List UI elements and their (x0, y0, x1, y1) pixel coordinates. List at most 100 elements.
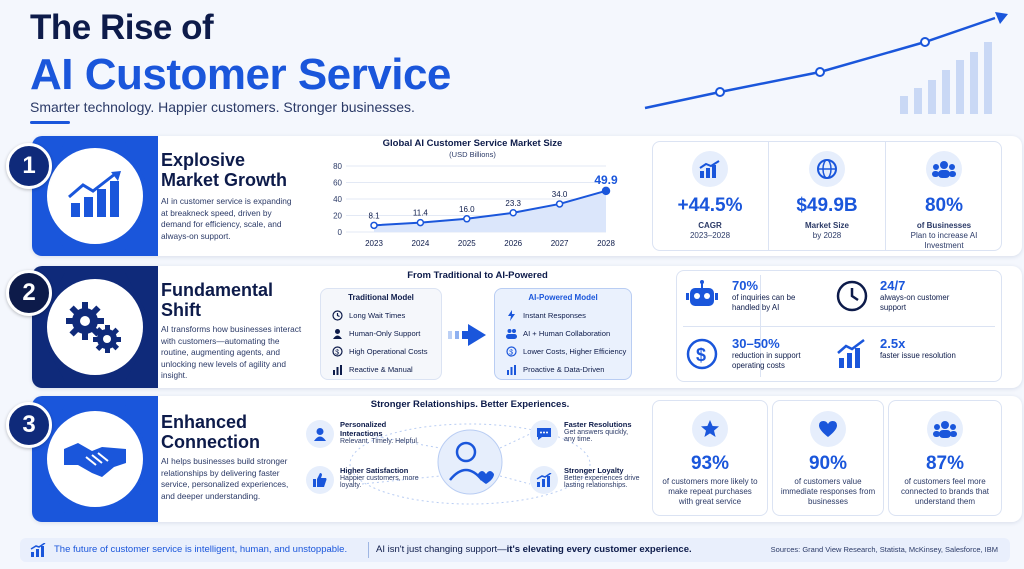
list-item: Proactive & Data-Driven (505, 360, 631, 378)
series-area (374, 190, 606, 232)
stat-value: 90% (808, 453, 848, 474)
stat-text: always-on customer support (880, 293, 950, 312)
y-tick-label: 20 (333, 212, 342, 221)
benefit-title: Faster Resolutions (564, 420, 632, 429)
stat-repeat-purchases: 93% of customers more likely to make rep… (652, 400, 768, 516)
section2-description: AI transforms how businesses interact wi… (161, 324, 302, 380)
section1-title-line2: Market Growth (161, 170, 288, 190)
stat-always-on: 24/7 always-on customer support (836, 276, 1000, 324)
globe-icon (809, 151, 845, 187)
list-item: Instant Responses (505, 306, 631, 324)
stat-label: CAGR (698, 221, 722, 230)
growth-chart-icon (530, 466, 558, 494)
benefit-title: Stronger Loyalty (564, 466, 624, 475)
x-tick-label: 2026 (504, 239, 522, 248)
stat-sublabel: Plan to increase AI Investment (910, 231, 978, 250)
stat-value: $49.9B (796, 195, 858, 216)
market-size-chart: 0 20 40 60 80 8.1 2023 11.4 2024 16.0 2025 23.3 2026… (333, 162, 618, 248)
star-icon (692, 411, 728, 447)
bar-chart-icon (331, 363, 343, 375)
divider (683, 326, 995, 327)
traditional-title: Traditional Model (348, 293, 414, 302)
stat-connected-brands: 87% of customers feel more connected to … (888, 400, 1002, 516)
data-label: 16.0 (459, 205, 475, 214)
growth-chart-icon (837, 339, 865, 368)
footer-sources: Sources: Grand View Research, Statista, … (770, 545, 998, 554)
chart-subtitle: (USD Billions) (449, 150, 496, 159)
svg-text:$: $ (509, 349, 513, 356)
handshake-icon (64, 443, 126, 477)
stat-immediate-responses: 90% of customers value immediate respons… (772, 400, 884, 516)
user-icon (331, 327, 343, 339)
y-tick-label: 80 (333, 162, 342, 171)
robot-icon (686, 280, 718, 306)
stat-value: 93% (690, 453, 730, 474)
stat-sublabel: 2023–2028 (689, 231, 731, 240)
section3-title-line2: Connection (161, 432, 260, 452)
chat-icon (530, 420, 558, 448)
gears-icon (66, 302, 121, 353)
section3-description: AI helps businesses build stronger relat… (161, 456, 289, 501)
dollar-icon: $ (331, 345, 343, 357)
list-item: Human-Only Support (331, 324, 441, 342)
stat-text: of customers value immediate responses f… (780, 477, 876, 506)
stat-cost-reduction: $ 30–50% reduction in support operating … (686, 334, 836, 382)
y-tick-label: 40 (333, 195, 342, 204)
growth-chart-icon (30, 543, 46, 557)
dollar-icon: $ (505, 345, 517, 357)
people-icon (505, 327, 517, 339)
stat-label: of Businesses (916, 221, 972, 230)
people-icon (926, 151, 962, 187)
benefit-loyalty: Stronger Loyalty Better experiences driv… (530, 466, 642, 494)
list-item-label: High Operational Costs (349, 346, 428, 356)
stat-value: 24/7 (880, 278, 906, 293)
section3-hexagon (36, 403, 154, 515)
stat-text: of inquiries can be handled by AI (732, 293, 796, 312)
list-item: $ High Operational Costs (331, 342, 441, 360)
x-tick-label: 2025 (458, 239, 476, 248)
list-item: Reactive & Manual (331, 360, 441, 378)
bar-chart-icon (505, 363, 517, 375)
thumbs-up-icon (306, 466, 334, 494)
stat-sublabel: by 2028 (812, 231, 842, 240)
footer-tagline: The future of customer service is intell… (54, 544, 348, 555)
section1-hexagon (36, 140, 154, 252)
benefit-text: Relevant. Timely. Helpful. (340, 438, 419, 445)
x-tick-label: 2027 (551, 239, 569, 248)
list-item-label: Human-Only Support (349, 328, 421, 338)
stat-value: 80% (924, 195, 964, 216)
benefit-title: Higher Satisfaction (340, 466, 409, 475)
data-point (463, 215, 471, 223)
growth-chart-icon (692, 151, 728, 187)
footer-message-bold: it's elevating every customer experience… (506, 544, 692, 555)
data-label: 49.9 (594, 173, 618, 187)
x-tick-label: 2028 (597, 239, 615, 248)
list-item: AI + Human Collaboration (505, 324, 631, 342)
stat-businesses: 80% of Businesses Plan to increase AI In… (886, 141, 1002, 251)
relationships-diagram (349, 423, 591, 505)
clock-icon (836, 280, 868, 312)
benefit-satisfaction: Higher Satisfaction Happier customers, m… (306, 466, 422, 494)
page-subtitle: Smarter technology. Happier customers. S… (30, 99, 415, 115)
data-point (370, 221, 378, 230)
svg-text:$: $ (696, 345, 706, 365)
stat-text: faster issue resolution (880, 351, 956, 360)
header-trend-illustration (644, 12, 1008, 114)
section1-number-badge: 1 (6, 143, 52, 189)
benefit-text: Happier customers, more loyalty. (340, 475, 419, 489)
stat-text: of customers more likely to make repeat … (662, 477, 758, 506)
section2-hexagon (36, 271, 154, 383)
list-item-label: Long Wait Times (349, 310, 406, 320)
section1-title-line1: Explosive (161, 150, 246, 170)
benefit-text: Better experiences drive lasting relatio… (564, 475, 640, 489)
stat-value: 87% (925, 453, 965, 474)
benefit-faster-resolutions: Faster Resolutions Get answers quickly, … (530, 420, 634, 448)
relationships-title: Stronger Relationships. Better Experienc… (370, 399, 570, 410)
footer: The future of customer service is intell… (20, 538, 1010, 562)
list-item-label: AI + Human Collaboration (523, 328, 611, 338)
y-tick-label: 0 (338, 228, 343, 237)
traditional-model-card: Traditional Model Long Wait Times Human-… (320, 288, 442, 380)
heart-icon (810, 411, 846, 447)
data-label: 8.1 (368, 211, 380, 220)
clock-icon (331, 309, 343, 321)
